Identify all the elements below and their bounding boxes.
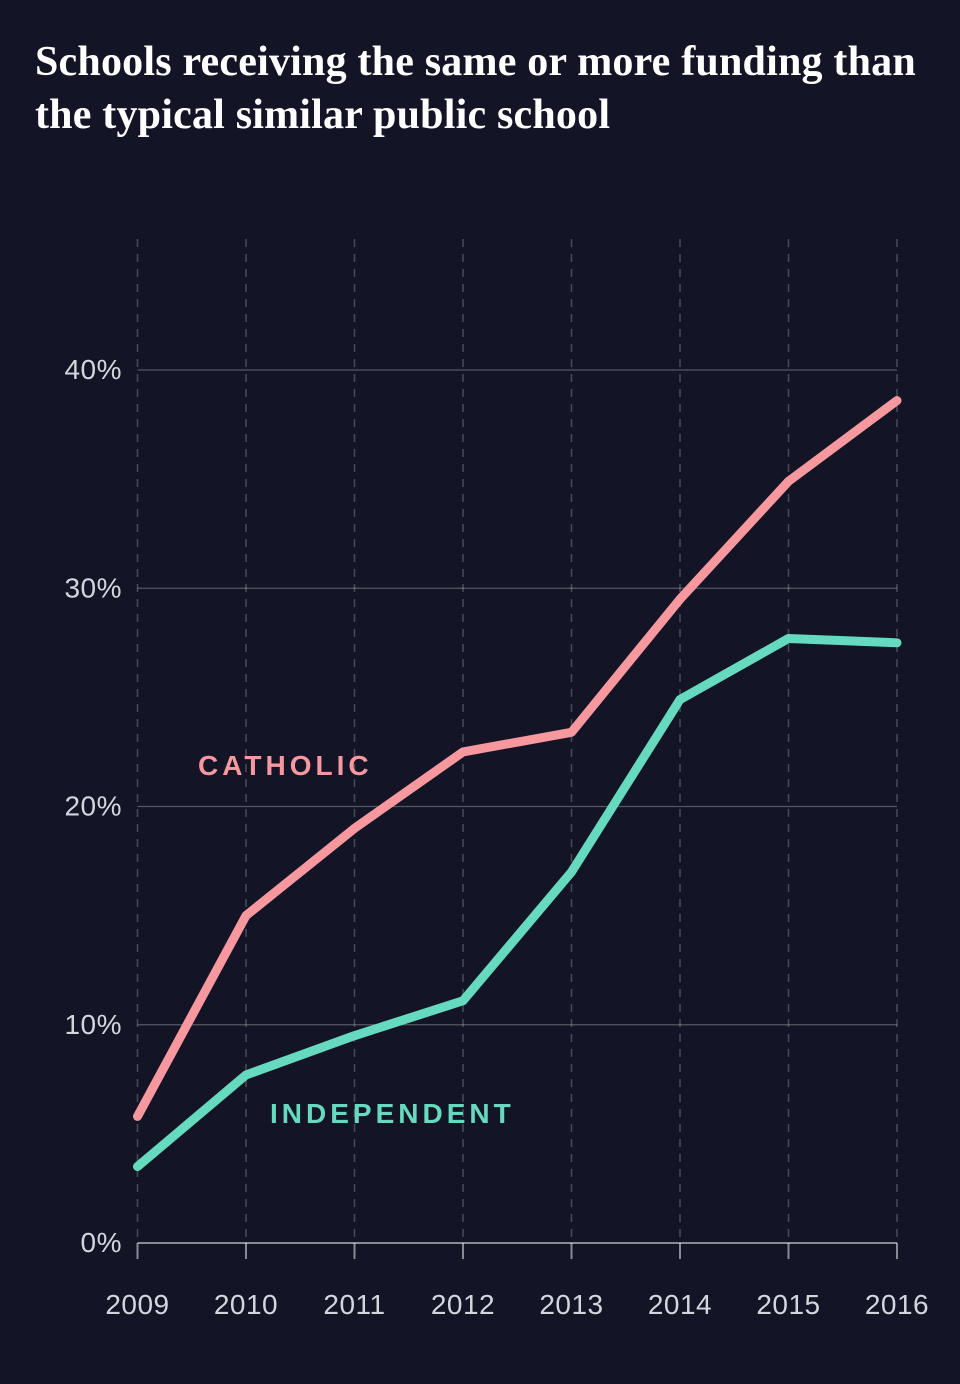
x-axis-tick-label: 2016 bbox=[865, 1289, 929, 1320]
x-axis-tick-label: 2013 bbox=[539, 1289, 603, 1320]
y-axis-tick-label: 20% bbox=[64, 791, 122, 822]
y-axis-tick-label: 30% bbox=[64, 572, 122, 603]
x-axis-tick-label: 2015 bbox=[756, 1289, 820, 1320]
x-axis-tick-label: 2012 bbox=[431, 1289, 495, 1320]
x-axis-tick-label: 2009 bbox=[105, 1289, 169, 1320]
series-line-catholic bbox=[133, 396, 902, 1121]
series-label-catholic: CATHOLIC bbox=[198, 750, 373, 781]
y-axis-tick-label: 40% bbox=[64, 354, 122, 385]
x-axis-tick-label: 2011 bbox=[323, 1289, 385, 1320]
chart-title: Schools receiving the same or more fundi… bbox=[35, 39, 916, 138]
series-line-independent bbox=[133, 633, 902, 1172]
x-axis-tick-label: 2014 bbox=[648, 1289, 712, 1320]
y-axis-tick-label: 10% bbox=[64, 1009, 122, 1040]
x-axis-tick-label: 2010 bbox=[214, 1289, 278, 1320]
series-label-independent: INDEPENDENT bbox=[270, 1098, 515, 1129]
y-axis-tick-label: 0% bbox=[81, 1227, 122, 1258]
